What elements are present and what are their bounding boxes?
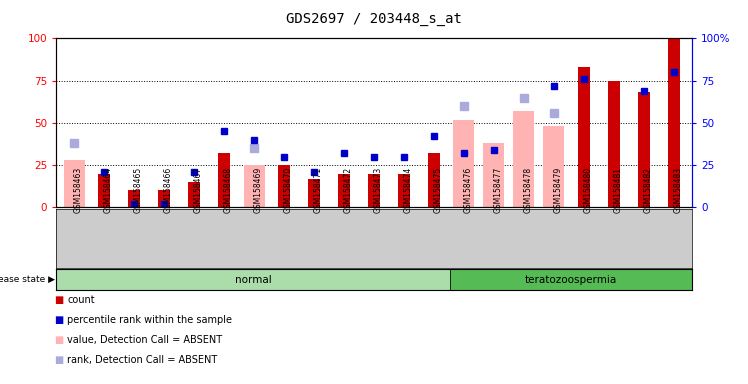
Text: GSM158468: GSM158468 — [224, 167, 233, 213]
Bar — [159, 190, 170, 207]
Text: GSM158473: GSM158473 — [374, 167, 383, 213]
Text: GSM158476: GSM158476 — [464, 167, 473, 213]
Text: GSM158482: GSM158482 — [644, 167, 653, 213]
Bar — [578, 67, 589, 207]
Bar — [450, 269, 692, 290]
Text: teratozoospermia: teratozoospermia — [524, 275, 617, 285]
Text: ■: ■ — [55, 335, 64, 345]
Bar — [278, 165, 289, 207]
Text: GSM158470: GSM158470 — [284, 167, 293, 213]
Bar — [64, 160, 85, 207]
Text: normal: normal — [235, 275, 272, 285]
Text: GSM158472: GSM158472 — [344, 167, 353, 213]
Text: GSM158475: GSM158475 — [434, 167, 443, 213]
Text: rank, Detection Call = ABSENT: rank, Detection Call = ABSENT — [67, 355, 218, 365]
Text: ■: ■ — [55, 355, 64, 365]
Text: percentile rank within the sample: percentile rank within the sample — [67, 315, 233, 325]
Bar — [483, 143, 504, 207]
Text: GSM158474: GSM158474 — [404, 167, 413, 213]
Bar — [308, 179, 319, 207]
Bar — [218, 153, 230, 207]
Bar — [608, 81, 619, 207]
Bar — [244, 165, 265, 207]
Bar — [56, 269, 450, 290]
Text: value, Detection Call = ABSENT: value, Detection Call = ABSENT — [67, 335, 222, 345]
Text: ■: ■ — [55, 295, 64, 305]
Text: GSM158483: GSM158483 — [674, 167, 683, 213]
Text: GDS2697 / 203448_s_at: GDS2697 / 203448_s_at — [286, 12, 462, 25]
Bar — [638, 93, 649, 207]
Text: GSM158466: GSM158466 — [164, 167, 173, 213]
Text: GSM158479: GSM158479 — [554, 167, 563, 213]
Text: disease state ▶: disease state ▶ — [0, 275, 55, 284]
Bar — [338, 174, 350, 207]
Bar — [398, 174, 410, 207]
Text: GSM158467: GSM158467 — [194, 167, 203, 213]
Text: GSM158469: GSM158469 — [254, 167, 263, 213]
Text: GSM158478: GSM158478 — [524, 167, 533, 213]
Text: GSM158463: GSM158463 — [74, 167, 83, 213]
Text: count: count — [67, 295, 95, 305]
Text: GSM158477: GSM158477 — [494, 167, 503, 213]
Bar — [188, 182, 200, 207]
Bar — [513, 111, 535, 207]
Bar — [544, 126, 565, 207]
Text: ■: ■ — [55, 315, 64, 325]
Bar — [368, 174, 380, 207]
Bar — [668, 38, 680, 207]
Bar — [99, 174, 110, 207]
Text: GSM158480: GSM158480 — [584, 167, 593, 213]
Text: GSM158465: GSM158465 — [134, 167, 143, 213]
Text: GSM158471: GSM158471 — [314, 167, 323, 213]
Text: GSM158464: GSM158464 — [104, 167, 113, 213]
Text: GSM158481: GSM158481 — [614, 167, 623, 213]
Bar — [429, 153, 440, 207]
Bar — [129, 190, 140, 207]
Bar — [453, 119, 474, 207]
